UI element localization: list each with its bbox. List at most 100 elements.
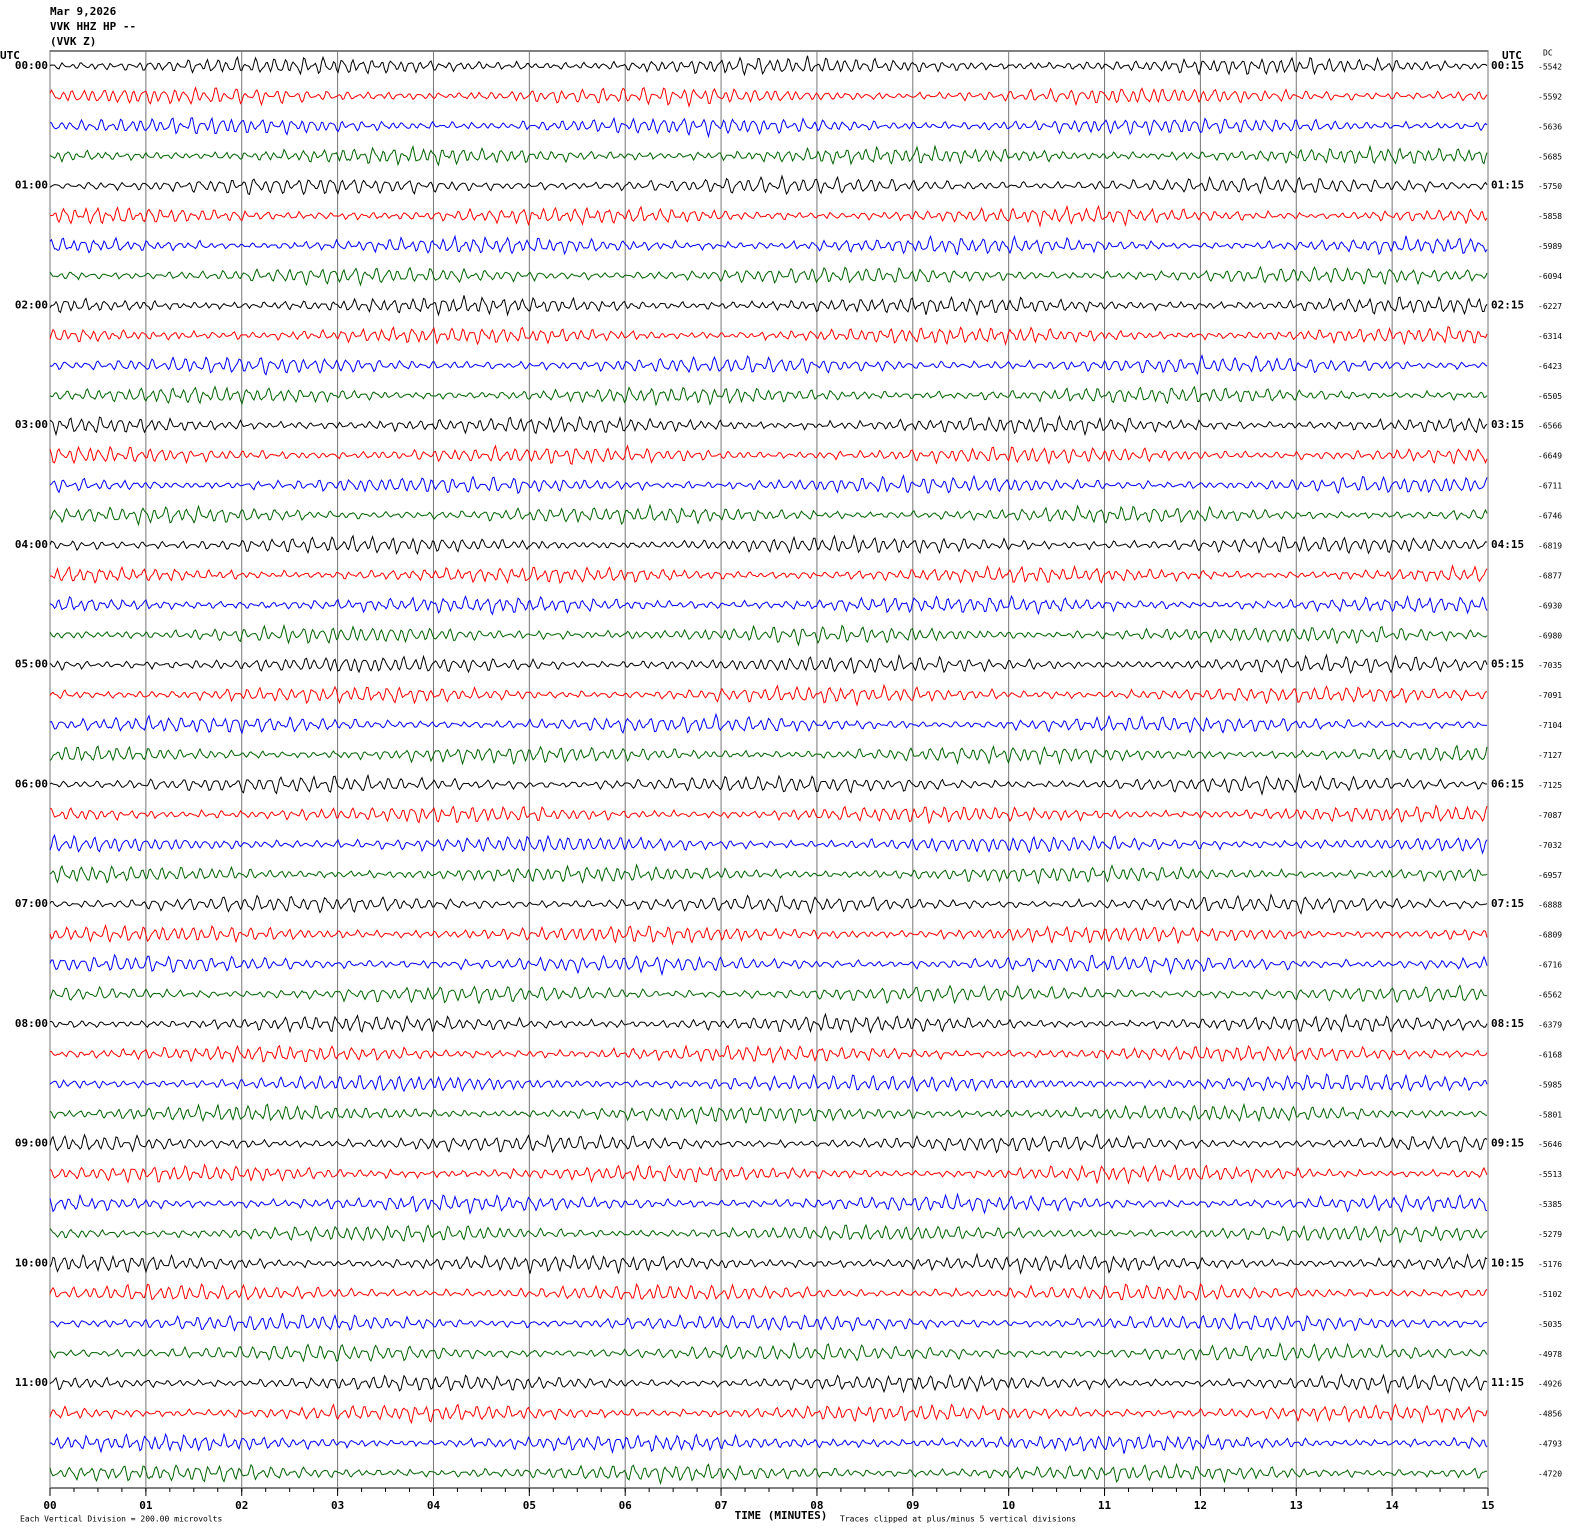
trace: [49, 55, 1488, 77]
station-label: VVK HHZ HP --: [50, 20, 136, 33]
hour-label: 09:00: [15, 1137, 48, 1150]
x-tick-label: 03: [331, 1499, 344, 1512]
x-tick-label: 08: [810, 1499, 823, 1512]
hour-label: 10:00: [15, 1256, 48, 1269]
hour-label: 05:15: [1491, 658, 1524, 671]
trace: [49, 1462, 1487, 1486]
trace: [49, 1012, 1488, 1034]
trace: [49, 712, 1488, 735]
hour-label: 01:00: [15, 179, 48, 192]
clip-note: Traces clipped at plus/minus 5 vertical …: [840, 1515, 1076, 1524]
hour-label: 00:00: [15, 59, 48, 72]
x-tick-label: 00: [43, 1499, 56, 1512]
hour-label: 09:15: [1491, 1137, 1524, 1150]
hour-label: 05:00: [15, 658, 48, 671]
left-unit: UTC: [0, 49, 20, 62]
trace: [49, 414, 1488, 437]
trace: [49, 1341, 1488, 1363]
trace: [49, 474, 1488, 495]
right-unit: UTC: [1502, 49, 1522, 62]
trace: [49, 683, 1488, 707]
trace: [49, 564, 1488, 584]
trace: [49, 385, 1488, 407]
hour-label: 07:00: [15, 897, 48, 910]
dc-value: -5685: [1538, 152, 1562, 161]
x-tick-label: 15: [1481, 1499, 1494, 1512]
chart-title: Mar 9,2026: [50, 5, 117, 18]
dc-value: -5985: [1538, 1080, 1562, 1089]
x-tick-label: 12: [1194, 1499, 1207, 1512]
trace: [49, 653, 1488, 675]
x-axis-label: TIME (MINUTES): [735, 1509, 828, 1522]
hour-label: 03:00: [15, 418, 48, 431]
dc-value: -6094: [1538, 272, 1562, 281]
hour-label: 11:00: [15, 1376, 48, 1389]
trace: [49, 1432, 1488, 1454]
trace: [49, 353, 1488, 376]
hour-label: 07:15: [1491, 897, 1524, 910]
x-tick-label: 01: [139, 1499, 153, 1512]
trace: [49, 923, 1488, 946]
dc-value: -6888: [1538, 901, 1562, 910]
trace: [49, 1192, 1488, 1215]
trace: [50, 1044, 1488, 1064]
x-tick-label: 05: [523, 1499, 536, 1512]
hour-label: 08:15: [1491, 1017, 1524, 1030]
trace: [49, 444, 1488, 465]
trace: [49, 1403, 1488, 1425]
trace: [49, 984, 1488, 1005]
dc-label: DC: [1543, 49, 1553, 58]
dc-value: -6980: [1538, 631, 1562, 640]
x-tick-label: 11: [1098, 1499, 1112, 1512]
dc-value: -6957: [1538, 871, 1562, 880]
dc-value: -5989: [1538, 242, 1562, 251]
dc-value: -7032: [1538, 841, 1562, 850]
trace: [49, 503, 1488, 527]
trace: [49, 265, 1488, 287]
dc-value: -6227: [1538, 302, 1562, 311]
dc-value: -6168: [1538, 1050, 1562, 1059]
dc-value: -7035: [1538, 661, 1562, 670]
hour-label: 08:00: [15, 1017, 48, 1030]
dc-value: -4793: [1538, 1440, 1562, 1449]
trace: [50, 804, 1488, 825]
trace: [49, 534, 1488, 555]
trace: [49, 772, 1487, 796]
trace: [49, 174, 1488, 196]
trace: [49, 893, 1488, 915]
dc-value: -6649: [1538, 452, 1562, 461]
trace: [49, 116, 1488, 139]
dc-value: -6566: [1538, 422, 1562, 431]
hour-label: 04:00: [15, 538, 48, 551]
dc-value: -6711: [1538, 482, 1562, 491]
trace: [49, 1312, 1488, 1332]
trace: [49, 1073, 1488, 1093]
dc-value: -6819: [1538, 541, 1562, 550]
x-tick-label: 06: [619, 1499, 633, 1512]
plot-frame: [49, 50, 1489, 1489]
hour-label: 06:00: [15, 777, 48, 790]
trace: [49, 623, 1488, 647]
station-label: (VVK Z): [50, 35, 96, 48]
dc-value: -6930: [1538, 601, 1562, 610]
hour-label: 03:15: [1491, 418, 1524, 431]
dc-value: -5385: [1538, 1200, 1562, 1209]
trace: [49, 594, 1488, 616]
trace: [49, 144, 1488, 167]
x-tick-label: 10: [1002, 1499, 1015, 1512]
dc-value: -6505: [1538, 392, 1562, 401]
trace: [49, 1373, 1488, 1395]
dc-value: -5592: [1538, 92, 1562, 101]
hour-label: 11:15: [1491, 1376, 1524, 1389]
trace: [49, 1133, 1488, 1154]
trace: [49, 204, 1488, 228]
trace: [49, 863, 1488, 885]
hour-label: 02:00: [15, 298, 48, 311]
dc-value: -4856: [1538, 1410, 1562, 1419]
dc-value: -5858: [1538, 212, 1562, 221]
dc-value: -5279: [1538, 1230, 1562, 1239]
scale-note: Each Vertical Division = 200.00 microvol…: [20, 1515, 222, 1524]
trace: [49, 1163, 1488, 1185]
dc-value: -6379: [1538, 1020, 1562, 1029]
dc-value: -6746: [1538, 512, 1562, 521]
